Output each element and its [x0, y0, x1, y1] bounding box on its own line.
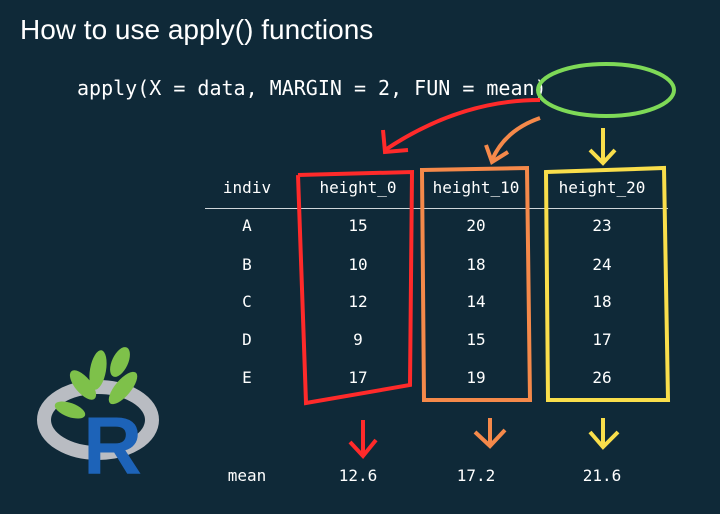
- mean-cell: 21.6: [582, 466, 622, 485]
- slide-title: How to use apply() functions: [20, 14, 374, 45]
- mean-cell: 17.2: [456, 466, 496, 485]
- table-cell: D: [242, 330, 252, 349]
- r-logo: R: [37, 347, 159, 492]
- table-cell: 18: [592, 292, 612, 311]
- leaf: [69, 370, 97, 400]
- arrow-red: [383, 98, 541, 152]
- code-line: apply(X = data, MARGIN = 2, FUN = mean): [77, 76, 547, 100]
- column-header: indiv: [222, 178, 272, 197]
- column-header: height_20: [558, 178, 646, 197]
- table-cell: 10: [348, 255, 368, 274]
- table-cell: 17: [592, 330, 612, 349]
- r-letter: R: [83, 401, 142, 492]
- header-divider: [205, 208, 668, 209]
- table-cell: 23: [592, 216, 612, 235]
- table-cell: 14: [466, 292, 486, 311]
- table-cell: A: [242, 216, 252, 235]
- box-height-20: [543, 165, 671, 402]
- leaf: [54, 401, 86, 419]
- table-cell: 18: [466, 255, 486, 274]
- table-cell: 15: [466, 330, 486, 349]
- arrow-red-head: [381, 129, 409, 155]
- arrow-yellow: [588, 128, 617, 166]
- down-arrow-orange: [473, 418, 507, 449]
- table-cell: C: [242, 292, 252, 311]
- table-cell: B: [242, 255, 252, 274]
- mean-cell: mean: [227, 466, 267, 485]
- table-cell: E: [242, 368, 252, 387]
- table-cell: 24: [592, 255, 612, 274]
- mean-cell: 12.6: [338, 466, 378, 485]
- box-height-0: [296, 169, 415, 406]
- table-cell: 20: [466, 216, 486, 235]
- table-cell: 12: [348, 292, 368, 311]
- box-height-10: [419, 165, 533, 402]
- leaf: [89, 350, 107, 390]
- fun-highlight-circle: [536, 62, 676, 118]
- down-arrow-yellow: [588, 418, 620, 450]
- table-cell: 17: [348, 368, 368, 387]
- arrow-orange: [490, 116, 541, 161]
- table-cell: 19: [466, 368, 486, 387]
- leaf: [108, 371, 138, 405]
- leaf: [110, 347, 130, 377]
- arrow-orange-head: [484, 144, 510, 166]
- down-arrow-red: [348, 420, 378, 460]
- table-cell: 26: [592, 368, 612, 387]
- column-header: height_10: [432, 178, 520, 197]
- table-cell: 15: [348, 216, 368, 235]
- column-header: height_0: [319, 178, 397, 197]
- table-cell: 9: [353, 330, 363, 349]
